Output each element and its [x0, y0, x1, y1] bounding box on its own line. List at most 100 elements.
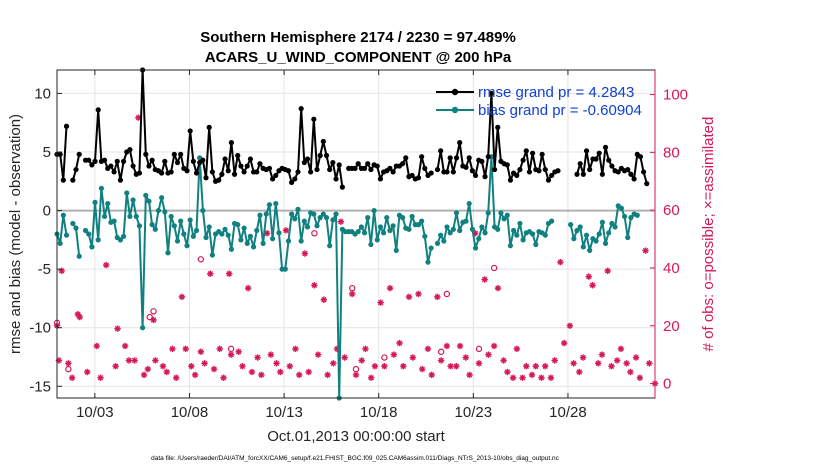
bias-point: [371, 207, 377, 214]
rmse-point: [628, 171, 634, 177]
rmse-point: [308, 169, 314, 175]
rmse-point: [403, 155, 409, 161]
rmse-point: [86, 157, 92, 163]
obs-assimilated-stroke: [604, 268, 611, 274]
bias-point: [203, 234, 209, 241]
rmse-point: [504, 162, 510, 168]
bias-point: [580, 244, 586, 250]
obs-assimilated-stroke: [296, 372, 302, 378]
obs-assimilated-marker: [121, 342, 129, 350]
bias-point: [193, 227, 200, 234]
bias-point: [463, 218, 469, 224]
obs-possible-marker: [443, 290, 451, 298]
obs-assimilated-stroke: [249, 369, 255, 375]
rmse-point: [580, 171, 586, 177]
bias-point: [466, 200, 472, 207]
bias-point: [438, 232, 444, 238]
obs-assimilated-marker: [462, 354, 469, 361]
rmse-point: [457, 140, 463, 146]
obs-assimilated-marker: [589, 282, 596, 289]
obs-assimilated-stroke: [523, 363, 530, 369]
bias-point: [136, 223, 143, 229]
obs-assimilated-stroke: [514, 346, 520, 352]
obs-assimilated-stroke: [406, 294, 412, 300]
bias-point: [419, 218, 425, 224]
rmse-point: [602, 144, 609, 150]
obs-assimilated-marker: [201, 360, 208, 367]
obs-assimilated-marker: [188, 363, 195, 370]
bias-point: [400, 215, 406, 221]
rmse-point: [640, 169, 647, 175]
obs-assimilated-marker: [598, 351, 606, 358]
obs-assimilated-stroke: [94, 343, 100, 349]
bias-point: [333, 211, 339, 217]
obs-assimilated-stroke: [567, 323, 573, 329]
obs-possible-marker: [490, 264, 498, 272]
rmse-point: [444, 169, 450, 175]
bias-point: [98, 185, 104, 191]
obs-assimilated-stroke: [75, 311, 81, 317]
rmse-point: [273, 172, 279, 179]
bias-point: [120, 233, 127, 239]
x-tick-label: 10/18: [360, 404, 398, 421]
obs-assimilated-stroke: [428, 372, 435, 378]
obs-assimilated-stroke: [618, 346, 624, 352]
obs-assimilated-stroke: [112, 363, 119, 369]
obs-assimilated-marker: [258, 371, 265, 379]
rmse-point: [225, 168, 231, 174]
rmse-point: [593, 156, 599, 162]
obs-count-markers: [53, 114, 659, 387]
y-right-tick-label: 60: [663, 202, 680, 219]
x-tick-label: 10/08: [171, 404, 209, 421]
x-tick-label: 10/13: [265, 404, 303, 421]
rmse-point: [127, 147, 133, 153]
grid-lines: [57, 70, 655, 398]
rmse-point: [136, 170, 143, 176]
bias-point: [317, 215, 323, 221]
bias-point: [165, 250, 171, 256]
obs-assimilated-marker: [282, 227, 290, 234]
obs-assimilated-marker: [112, 363, 119, 370]
rmse-point: [453, 155, 460, 161]
rmse-point: [526, 169, 533, 175]
rmse-point: [352, 165, 358, 171]
legend-rmse-marker: [451, 88, 459, 96]
bias-point: [178, 218, 184, 224]
rmse-point: [178, 151, 184, 157]
rmse-point: [574, 171, 580, 177]
obs-assimilated-stroke: [595, 360, 601, 367]
bias-point: [583, 232, 590, 238]
obs-assimilated-stroke: [321, 297, 327, 303]
obs-assimilated-stroke: [391, 351, 397, 358]
obs-assimilated-stroke: [614, 357, 620, 364]
bias-point: [117, 237, 124, 243]
y-left-axis-label: rmse and bias (model - observation): [7, 114, 24, 354]
bias-point: [219, 231, 225, 237]
rmse-point: [472, 172, 479, 179]
rmse-point: [317, 152, 323, 159]
rmse-point: [190, 158, 196, 164]
obs-assimilated-marker: [405, 293, 413, 301]
bias-point: [273, 200, 279, 207]
obs-possible-marker: [197, 256, 205, 263]
bias-point: [89, 244, 95, 250]
bias-point: [60, 212, 66, 218]
rmse-point: [583, 148, 590, 154]
obs-assimilated-stroke: [179, 294, 185, 300]
rmse-point: [523, 148, 529, 154]
obs-assimilated-marker: [538, 374, 545, 381]
obs-assimilated-stroke: [466, 372, 473, 378]
x-tick-label: 10/23: [455, 404, 493, 421]
rmse-point: [361, 165, 368, 171]
obs-assimilated-stroke: [287, 363, 293, 369]
bias-point: [409, 213, 415, 220]
bias-point: [250, 244, 257, 250]
obs-assimilated-marker: [362, 345, 369, 353]
obs-assimilated-stroke: [457, 343, 463, 349]
rmse-point: [257, 161, 263, 167]
bias-point: [498, 210, 504, 216]
bias-point: [241, 225, 247, 231]
bias-point: [174, 238, 181, 244]
obs-assimilated-stroke: [368, 375, 374, 381]
rmse-point: [615, 169, 621, 175]
